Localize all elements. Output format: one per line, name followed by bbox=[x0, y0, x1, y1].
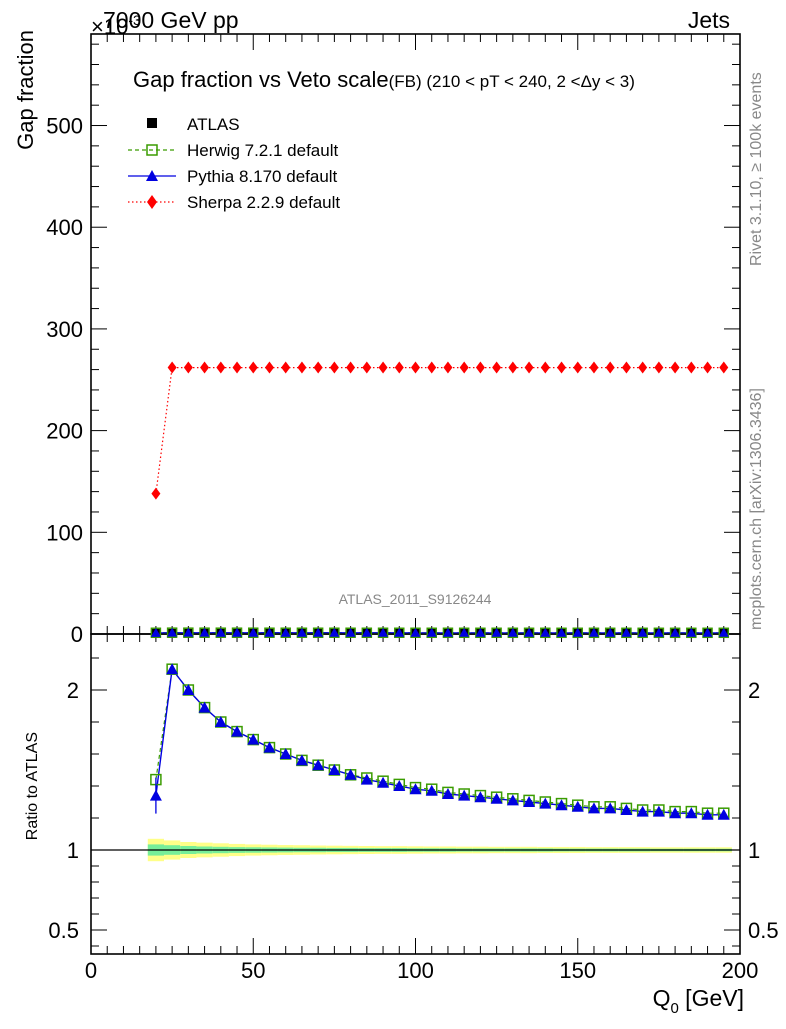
ratio-pythia-point bbox=[150, 790, 162, 801]
sherpa-point bbox=[330, 362, 339, 374]
sherpa-point bbox=[151, 488, 160, 500]
sherpa-point bbox=[443, 362, 452, 374]
legend-label-atlas: ATLAS bbox=[187, 115, 240, 134]
sherpa-point bbox=[200, 362, 209, 374]
sherpa-point bbox=[492, 362, 501, 374]
sherpa-point bbox=[687, 362, 696, 374]
sherpa-point bbox=[184, 362, 193, 374]
legend-marker-sherpa bbox=[147, 195, 157, 209]
sherpa-point bbox=[541, 362, 550, 374]
sherpa-point bbox=[671, 362, 680, 374]
sherpa-point bbox=[589, 362, 598, 374]
sherpa-point bbox=[346, 362, 355, 374]
legend-marker-atlas bbox=[147, 118, 157, 128]
header-right: Jets bbox=[688, 7, 730, 33]
ratio-series-layer bbox=[150, 663, 730, 820]
sherpa-point bbox=[573, 362, 582, 374]
sherpa-point bbox=[719, 362, 728, 374]
mcplots-label: mcplots.cern.ch [arXiv:1306.3436] bbox=[748, 388, 765, 630]
ratio-y-tick-label: 2 bbox=[67, 678, 79, 703]
ratio-y-axis-label: Ratio to ATLAS bbox=[24, 732, 41, 840]
legend: ATLAS Herwig 7.2.1 default Pythia 8.170 … bbox=[128, 115, 340, 212]
sherpa-point bbox=[460, 362, 469, 374]
x-tick-label: 0 bbox=[85, 958, 97, 983]
sherpa-point bbox=[557, 362, 566, 374]
sherpa-point bbox=[265, 362, 274, 374]
legend-label-pythia: Pythia 8.170 default bbox=[187, 167, 338, 186]
y-tick-label: 500 bbox=[46, 114, 83, 139]
sherpa-point bbox=[622, 362, 631, 374]
x-tick-label: 150 bbox=[559, 958, 596, 983]
sherpa-line bbox=[156, 368, 724, 494]
sherpa-point bbox=[638, 362, 647, 374]
sherpa-point bbox=[168, 362, 177, 374]
legend-label-sherpa: Sherpa 2.2.9 default bbox=[187, 193, 340, 212]
x-axis-label: Q0 [GeV] bbox=[653, 985, 744, 1017]
sherpa-point bbox=[476, 362, 485, 374]
sherpa-point bbox=[606, 362, 615, 374]
sherpa-point bbox=[508, 362, 517, 374]
y-axis-label: Gap fraction bbox=[13, 30, 38, 150]
chart-title: Gap fraction vs Veto scale(FB) (210 < pT… bbox=[133, 67, 635, 92]
watermark: ATLAS_2011_S9126244 bbox=[339, 591, 492, 607]
sherpa-point bbox=[525, 362, 534, 374]
x-tick-label: 200 bbox=[722, 958, 759, 983]
ratio-y-tick-label: 1 bbox=[67, 838, 79, 863]
y-tick-label: 400 bbox=[46, 215, 83, 240]
sherpa-point bbox=[249, 362, 258, 374]
legend-entry-pythia: Pythia 8.170 default bbox=[128, 167, 338, 186]
ratio-y-tick-label-right: 0.5 bbox=[748, 918, 779, 943]
sherpa-point bbox=[654, 362, 663, 374]
sherpa-point bbox=[297, 362, 306, 374]
sherpa-point bbox=[427, 362, 436, 374]
x-tick-label: 50 bbox=[241, 958, 265, 983]
x-tick-label: 100 bbox=[397, 958, 434, 983]
legend-label-herwig: Herwig 7.2.1 default bbox=[187, 141, 338, 160]
sherpa-point bbox=[362, 362, 371, 374]
legend-entry-sherpa: Sherpa 2.2.9 default bbox=[128, 193, 340, 212]
sherpa-point bbox=[281, 362, 290, 374]
y-scale-exponent: ×10-3 bbox=[91, 12, 141, 39]
ratio-herwig-line bbox=[156, 669, 724, 813]
sherpa-point bbox=[703, 362, 712, 374]
sherpa-point bbox=[216, 362, 225, 374]
sherpa-point bbox=[395, 362, 404, 374]
ratio-y-tick-label: 0.5 bbox=[48, 918, 79, 943]
ratio-y-tick-label-right: 1 bbox=[748, 838, 760, 863]
sherpa-point bbox=[411, 362, 420, 374]
y-tick-label: 0 bbox=[71, 622, 83, 647]
y-tick-label: 300 bbox=[46, 317, 83, 342]
y-tick-label: 200 bbox=[46, 419, 83, 444]
y-tick-label: 100 bbox=[46, 520, 83, 545]
sherpa-point bbox=[233, 362, 242, 374]
sherpa-point bbox=[314, 362, 323, 374]
ratio-y-tick-label-right: 2 bbox=[748, 678, 760, 703]
ratio-pythia-line bbox=[156, 669, 724, 815]
sherpa-point bbox=[379, 362, 388, 374]
legend-entry-herwig: Herwig 7.2.1 default bbox=[128, 141, 338, 160]
legend-entry-atlas: ATLAS bbox=[147, 115, 240, 134]
rivet-label: Rivet 3.1.10, ≥ 100k events bbox=[748, 72, 765, 266]
